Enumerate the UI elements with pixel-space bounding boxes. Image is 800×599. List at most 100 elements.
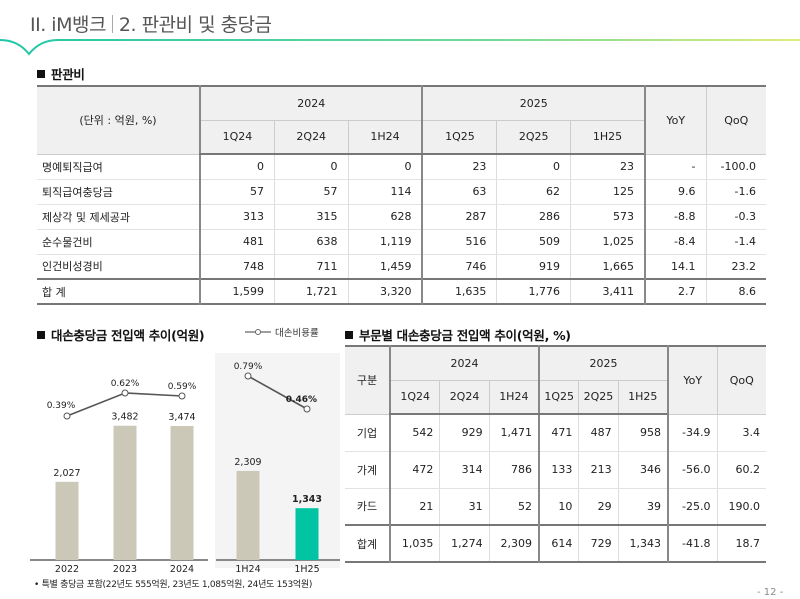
cell-value: 628 [347, 204, 423, 230]
legend-line-marker-icon [245, 329, 271, 335]
cell-value: 746 [421, 254, 497, 280]
cell-value: 0 [273, 154, 349, 180]
bar-1H24 [236, 470, 260, 560]
row-label: 인건비성경비 [37, 254, 200, 280]
bar-2022 [55, 481, 79, 560]
cell-value: 614 [538, 524, 579, 562]
cell-value: 286 [496, 204, 571, 230]
cell-value: 929 [439, 414, 490, 452]
cell-value: 62 [496, 179, 571, 205]
cell-value: 0 [198, 154, 275, 180]
col-header: 2Q24 [273, 120, 349, 155]
cell-value: 3.4 [716, 414, 766, 452]
bar-value-label: 1,343 [292, 494, 322, 505]
group-header-2024: 2024 [388, 346, 540, 381]
cell-value: 1,721 [273, 278, 349, 304]
sga-table: (단위 : 억원, %) 2024 2025 YoY QoQ 1Q24 2Q24… [37, 85, 766, 305]
segment-section-title: 부문별 대손충당금 전입액 추이(억원, %) [345, 325, 571, 344]
cell-value: 10 [538, 488, 579, 526]
x-tick-label: 1H25 [294, 564, 319, 575]
cell-value: 57 [198, 179, 275, 205]
table-row: 명예퇴직급여 0 0 0 23 0 23- -100.0 [37, 154, 766, 180]
cell-value: 542 [389, 414, 440, 452]
col-header-yoy: YoY [667, 346, 717, 415]
loss-ratio-label: 0.59% [168, 382, 197, 392]
cell-value: 346 [617, 451, 668, 489]
cell-value: 18.7 [716, 524, 766, 562]
cell-value: 481 [198, 229, 275, 255]
subsection-title: 2. 판관비 및 충당금 [118, 14, 272, 36]
cell-value: -8.8 [644, 204, 706, 230]
cell-value: 133 [538, 451, 579, 489]
cell-value: 31 [439, 488, 490, 526]
bar-value-label: 2,309 [234, 457, 261, 468]
cell-value: 190.0 [716, 488, 766, 526]
cell-value: 23.2 [705, 254, 766, 280]
cell-value: -56.0 [667, 451, 717, 489]
bar-value-label: 3,474 [168, 412, 195, 423]
cell-value: 487 [578, 414, 619, 452]
cell-value: 8.6 [705, 278, 766, 304]
cell-value: 748 [198, 254, 275, 280]
bullet-square-icon [37, 70, 45, 78]
cell-value: 39 [617, 488, 668, 526]
loss-ratio-label: 0.39% [47, 401, 76, 411]
cell-value: 1,665 [570, 254, 645, 280]
col-header: 2Q25 [496, 120, 571, 155]
cell-value: 0 [496, 154, 571, 180]
cell-value: -34.9 [667, 414, 717, 452]
loss-ratio-point [121, 389, 129, 397]
segment-provision-table: 구분 2024 2025 YoY QoQ 1Q24 2Q24 1H24 1Q25… [345, 345, 766, 563]
cell-value: 1,635 [421, 278, 497, 304]
cell-value: 1,459 [347, 254, 423, 280]
half-year-panel-background [215, 353, 340, 568]
loss-ratio-point [303, 405, 311, 413]
total-row: 합 계 1,599 1,721 3,320 1,635 1,776 3,411 2.7 8.6 [37, 278, 766, 304]
col-header: 1H24 [347, 120, 423, 155]
header-divider-line [0, 39, 800, 56]
loss-ratio-label: 0.62% [111, 379, 140, 389]
table-row: 순수물건비 481 638 1,119 516 509 1,025 -8.4 -1.4 [37, 229, 766, 255]
cell-value: 9.6 [644, 179, 706, 205]
cell-value: 958 [617, 414, 668, 452]
col-header: 1Q24 [198, 120, 275, 155]
bullet-square-icon [345, 331, 353, 339]
cell-value: 919 [496, 254, 571, 280]
cell-value: 23 [421, 154, 497, 180]
cell-value: 1,343 [617, 524, 668, 562]
loss-ratio-label: 0.46% [286, 395, 317, 405]
cell-value: 313 [198, 204, 275, 230]
bar-2024 [170, 426, 194, 560]
cell-value: 63 [421, 179, 497, 205]
col-header-qoq: QoQ [716, 346, 766, 415]
cell-value: 786 [488, 451, 540, 489]
sga-section-title: 판관비 [37, 64, 85, 83]
table-row: 가계 472 314 786 133 213 346 -56.0 60.2 [345, 451, 766, 489]
cell-value: 729 [578, 524, 619, 562]
provision-chart-title: 대손충당금 전입액 추이(억원) [37, 325, 205, 344]
cell-value: -1.4 [705, 229, 766, 255]
group-header-2024: 2024 [198, 86, 423, 121]
cell-value: 1,471 [488, 414, 540, 452]
cell-value: 1,119 [347, 229, 423, 255]
col-header: 1Q25 [421, 120, 497, 155]
page-number: - 12 - [757, 587, 784, 598]
row-label: 카드 [345, 488, 390, 526]
col-header: 1H25 [570, 120, 645, 155]
col-header: 2Q24 [439, 380, 490, 415]
x-tick-label: 1H24 [235, 564, 260, 575]
cell-value: 14.1 [644, 254, 706, 280]
loss-ratio-line [247, 375, 308, 410]
table-row: 카드 21 31 52 10 29 39 -25.0 190.0 [345, 488, 766, 526]
x-tick-label: 2023 [113, 564, 137, 575]
loss-ratio-point [178, 392, 186, 400]
cell-value: 60.2 [716, 451, 766, 489]
row-label: 기업 [345, 414, 390, 452]
bullet-square-icon [37, 331, 45, 339]
x-tick-label: 2022 [55, 564, 79, 575]
group-header-2025: 2025 [538, 346, 668, 381]
table-row: 퇴직급여충당금 57 57 114 63 62 125 9.6 -1.6 [37, 179, 766, 205]
cell-value: 2.7 [644, 278, 706, 304]
col-header-yoy: YoY [644, 86, 706, 155]
cell-value: 314 [439, 451, 490, 489]
